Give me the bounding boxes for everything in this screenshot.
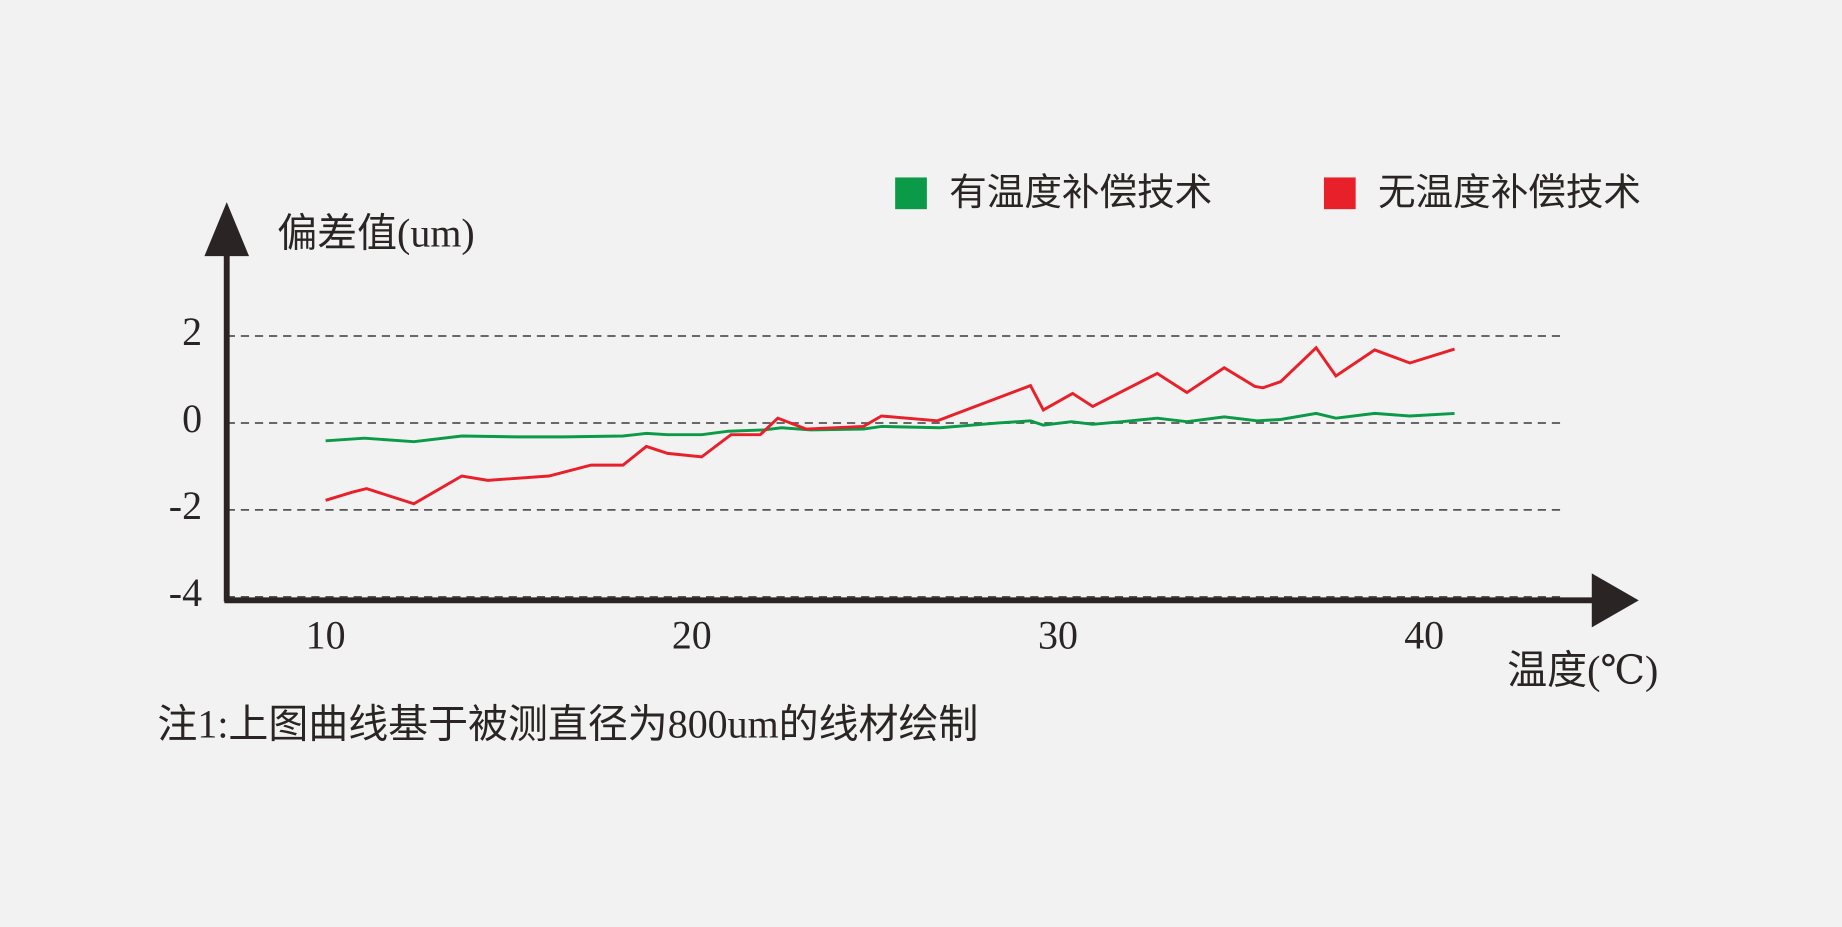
x-tick-label: 40	[1404, 612, 1444, 657]
data-line	[325, 411, 1455, 444]
y-axis-label: 偏差值(um)	[277, 211, 474, 256]
y-tick-label: -4	[169, 570, 202, 615]
y-tick-label: 2	[182, 309, 202, 354]
legend-label: 无温度补偿技术	[1378, 171, 1641, 213]
legend-swatch	[895, 177, 927, 210]
note: 注1:上图曲线基于被测直径为800um的线材绘制	[157, 702, 978, 747]
x-tick-label: 10	[306, 612, 346, 657]
x-tick-label: 20	[672, 612, 712, 657]
y-tick-label: -2	[169, 483, 202, 528]
x-axis-label: 温度(℃)	[1507, 648, 1658, 693]
x-axis-arrow	[1591, 573, 1639, 628]
data-line	[325, 345, 1455, 506]
y-axis-arrow	[204, 202, 250, 257]
legend-swatch	[1323, 177, 1356, 210]
y-tick-label: 0	[182, 396, 202, 441]
legend-label: 有温度补偿技术	[949, 171, 1212, 213]
x-tick-label: 30	[1038, 612, 1078, 657]
